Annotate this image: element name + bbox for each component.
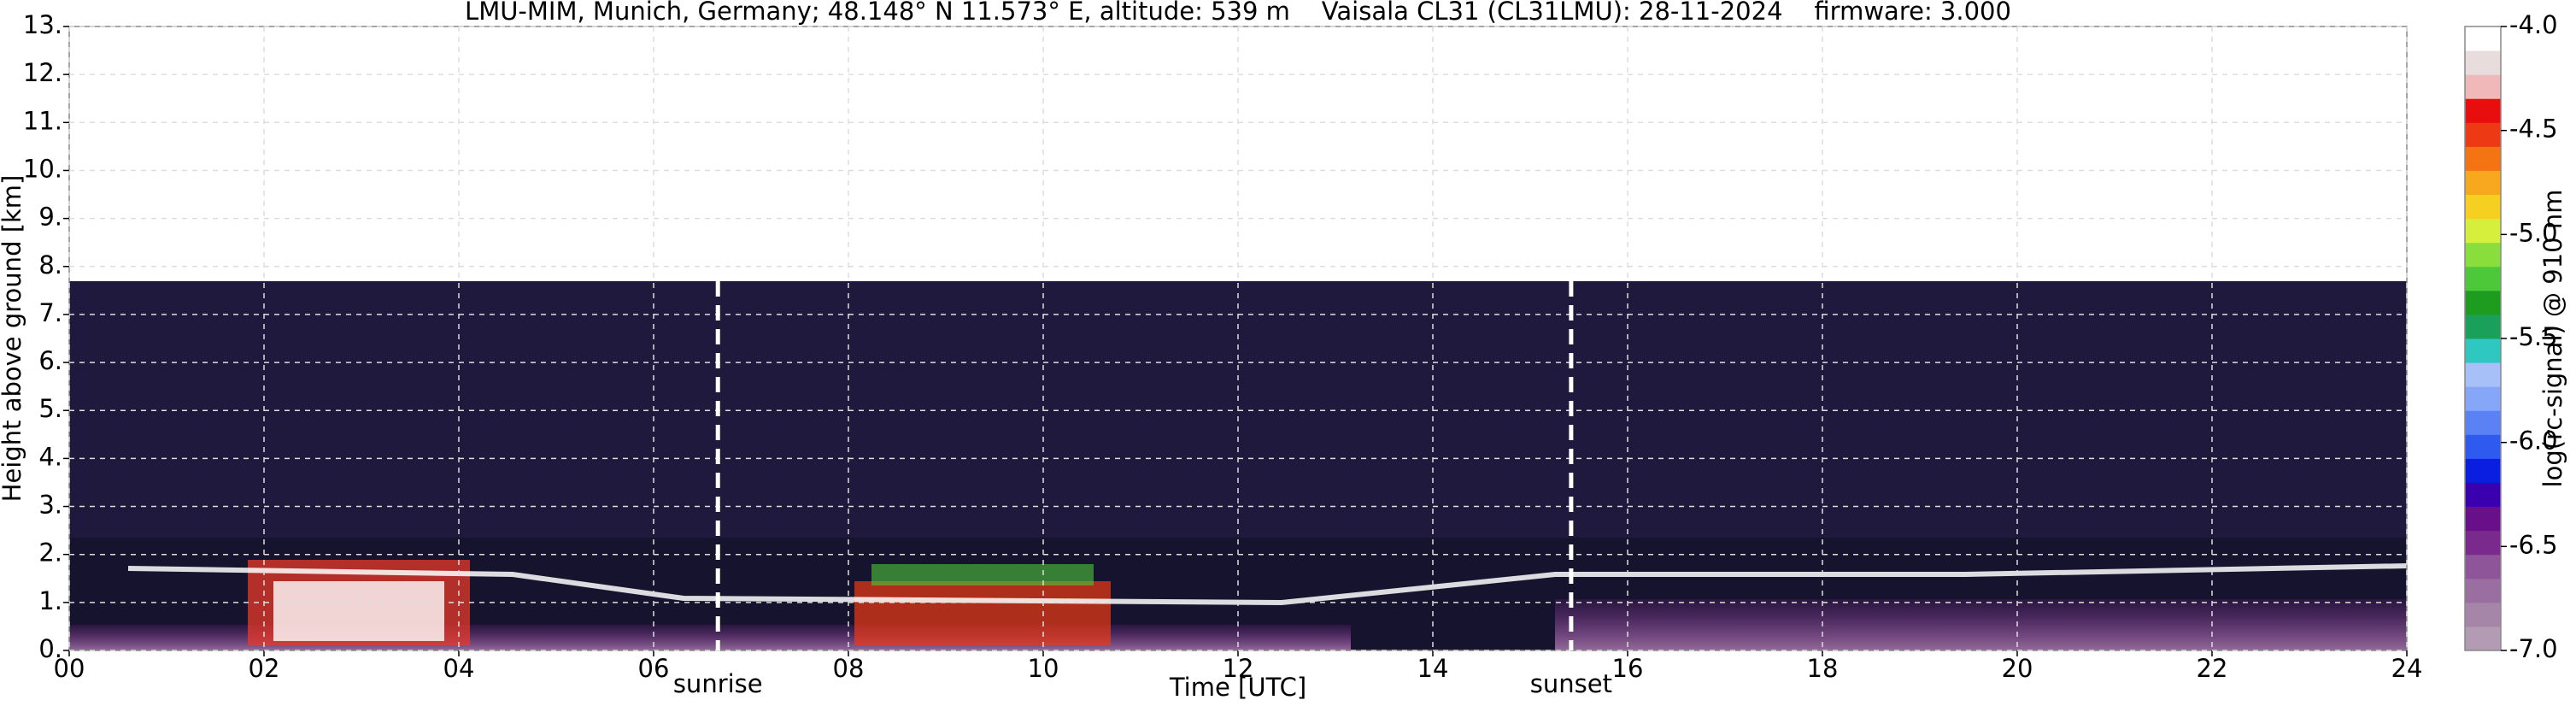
x-tick-label: 04	[443, 654, 475, 683]
colorbar-tick-label: -7.0	[2509, 634, 2558, 663]
y-tick-label: 13.	[23, 10, 62, 39]
x-tick-label: 20	[2002, 654, 2033, 683]
colorbar-swatch	[2465, 626, 2501, 651]
colorbar-swatch	[2465, 554, 2501, 580]
x-tick-label: 06	[638, 654, 670, 683]
colorbar-swatch	[2465, 50, 2501, 75]
x-tick-label: 16	[1612, 654, 1644, 683]
y-tick-label: 5.	[38, 394, 62, 423]
colorbar-swatch	[2465, 122, 2501, 147]
colorbar-swatch	[2465, 482, 2501, 508]
x-tick-label: 18	[1807, 654, 1839, 683]
colorbar-swatch	[2465, 434, 2501, 459]
y-axis-label: Height above ground [km]	[0, 175, 26, 503]
x-tick-label: 14	[1417, 654, 1449, 683]
colorbar-swatch	[2465, 386, 2501, 411]
colorbar-tick-label: -5.5	[2509, 322, 2558, 351]
y-tick-label: 7.	[38, 298, 62, 327]
y-tick-label: 10.	[23, 154, 62, 183]
x-tick-label: 22	[2197, 654, 2228, 683]
colorbar-swatch	[2465, 314, 2501, 339]
x-tick-label: 12	[1223, 654, 1254, 683]
x-tick-label: 10	[1028, 654, 1059, 683]
x-tick-label: 08	[833, 654, 865, 683]
y-tick-label: 11.	[23, 106, 62, 135]
x-tick-label: 24	[2391, 654, 2423, 683]
colorbar-swatch	[2465, 74, 2501, 99]
colorbar-swatch	[2465, 26, 2501, 51]
y-tick-label: 3.	[38, 491, 62, 520]
colorbar-tick-label: -6.5	[2509, 530, 2558, 559]
colorbar-swatch	[2465, 530, 2501, 556]
colorbar-swatch	[2465, 242, 2501, 268]
y-tick-label: 4.	[38, 442, 62, 471]
colorbar-tick-label: -4.0	[2509, 10, 2558, 39]
colorbar-label: log(rc-signal) @ 910 nm	[2538, 190, 2567, 488]
annotation-label: sunset	[1530, 669, 1612, 698]
y-tick-label: 12.	[23, 58, 62, 87]
colorbar-swatch	[2465, 194, 2501, 220]
colorbar-swatch	[2465, 266, 2501, 291]
y-tick-label: 2.	[38, 538, 62, 568]
colorbar-swatch	[2465, 338, 2501, 363]
colorbar-swatch	[2465, 362, 2501, 387]
colorbar-swatch	[2465, 602, 2501, 627]
x-axis-label: Time [UTC]	[1169, 673, 1306, 702]
colorbar-tick-label: -6.0	[2509, 427, 2558, 456]
y-tick-label: 8.	[38, 250, 62, 279]
x-tick-label: 02	[249, 654, 280, 683]
colorbar-swatch	[2465, 578, 2501, 603]
colorbar-swatch	[2465, 290, 2501, 315]
y-tick-label: 1.	[38, 586, 62, 615]
colorbar-swatch	[2465, 458, 2501, 483]
colorbar-tick-label: -4.5	[2509, 115, 2558, 144]
y-tick-label: 6.	[38, 346, 62, 375]
colorbar-tick-label: -5.0	[2509, 218, 2558, 247]
colorbar-swatch	[2465, 506, 2501, 532]
x-tick-label: 00	[54, 654, 85, 683]
colorbar-swatch	[2465, 146, 2501, 171]
colorbar-swatch	[2465, 218, 2501, 244]
y-tick-label: 9.	[38, 203, 62, 232]
chart-title: LMU-MIM, Munich, Germany; 48.148° N 11.5…	[465, 0, 2011, 26]
colorbar-swatch	[2465, 98, 2501, 123]
y-tick-label: 0.	[38, 634, 62, 663]
annotation-label: sunrise	[673, 669, 763, 698]
colorbar-swatch	[2465, 170, 2501, 196]
colorbar-swatch	[2465, 410, 2501, 435]
